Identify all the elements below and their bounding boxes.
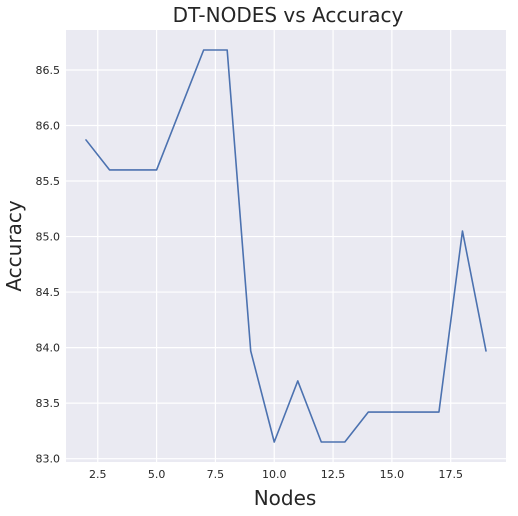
x-gridlines (97, 30, 452, 462)
y-tick-label: 83.0 (36, 453, 61, 466)
x-tick-label: 2.5 (89, 468, 107, 481)
y-tick-label: 84.0 (36, 342, 61, 355)
y-tick-label: 86.5 (36, 64, 61, 77)
y-tick-label: 84.5 (36, 286, 61, 299)
series-group (85, 49, 487, 443)
y-axis-label: Accuracy (2, 200, 26, 291)
y-tick-label: 83.5 (36, 397, 61, 410)
x-tick-labels: 2.5 5.0 7.5 10.0 12.5 15.0 17.5 (89, 468, 463, 481)
y-tick-label: 85.0 (36, 231, 61, 244)
x-axis-label: Nodes (254, 486, 317, 510)
y-tick-labels: 83.0 83.5 84.0 84.5 85.0 85.5 86.0 86.5 (36, 64, 61, 466)
y-gridlines (66, 69, 506, 460)
x-tick-label: 10.0 (262, 468, 287, 481)
chart-title: DT-NODES vs Accuracy (173, 3, 404, 27)
y-tick-label: 86.0 (36, 120, 61, 133)
x-tick-label: 7.5 (207, 468, 225, 481)
y-tick-label: 85.5 (36, 175, 61, 188)
x-tick-label: 15.0 (380, 468, 405, 481)
plot-area (66, 30, 506, 462)
x-tick-label: 5.0 (148, 468, 166, 481)
series-line (85, 49, 487, 443)
x-tick-label: 12.5 (321, 468, 346, 481)
x-tick-label: 17.5 (438, 468, 463, 481)
